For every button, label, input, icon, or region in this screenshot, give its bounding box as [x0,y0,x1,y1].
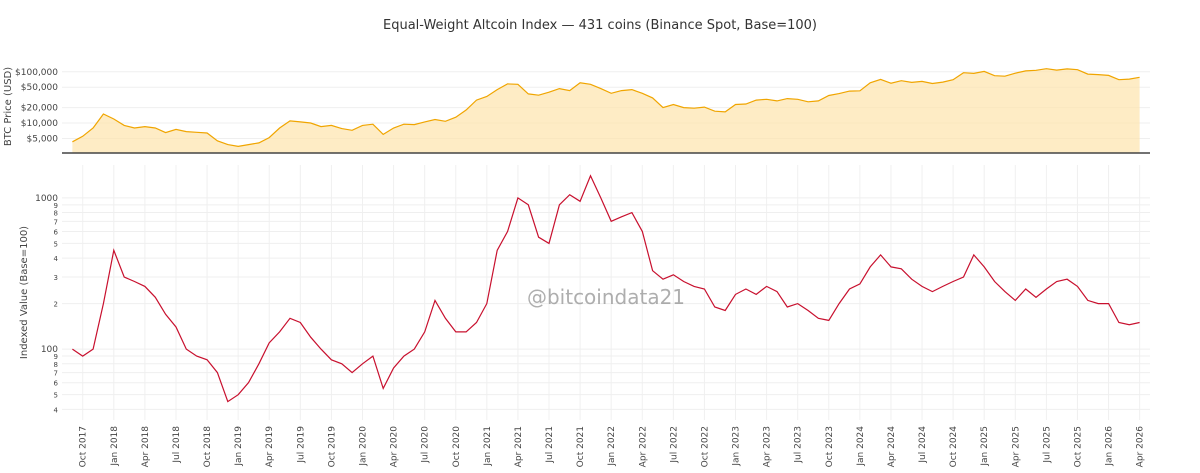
watermark: @bitcoindata21 [527,285,685,309]
x-tick-label: Jan 2018 [110,426,120,467]
y-tick-label: 3 [54,274,58,282]
x-tick-label: Jan 2023 [732,426,742,467]
x-tick-label: Jan 2019 [234,426,244,467]
y-axis-label: BTC Price (USD) [3,67,14,146]
y-tick-label: 5 [54,240,58,248]
x-tick-label: Oct 2023 [825,426,835,467]
x-tick-label: Apr 2019 [265,426,275,468]
y-tick-label: 8 [54,361,58,369]
x-tick-label: Jul 2025 [1042,426,1052,464]
x-tick-label: Oct 2017 [79,426,89,467]
x-tick-label: Jul 2019 [296,426,306,464]
x-tick-label: Jul 2018 [172,426,182,464]
y-tick-label: 6 [54,228,59,236]
x-tick-label: Oct 2018 [203,426,213,468]
x-tick-label: Jan 2021 [483,426,493,467]
area-line [72,68,1140,148]
x-tick-label: Apr 2020 [390,426,400,468]
x-tick-label: Oct 2019 [327,426,337,468]
area-fill [72,68,1140,153]
y-tick-label: $50,000 [21,83,58,93]
y-tick-label: 6 [54,380,59,388]
y-tick-label: 8 [54,210,58,218]
x-tick-label: Jan 2022 [607,426,617,467]
x-tick-label: Apr 2018 [141,426,151,468]
x-tick-label: Apr 2025 [1011,426,1021,467]
y-axis-label: Indexed Value (Base=100) [19,226,30,359]
y-tick-label: 7 [54,370,58,378]
x-tick-label: Jul 2021 [545,426,555,464]
line [72,174,1140,403]
x-tick-label: Apr 2024 [887,426,897,468]
x-tick-label: Jul 2023 [794,426,804,464]
y-tick-label: $5,000 [27,134,59,144]
y-tick-label: 1000 [35,194,58,204]
y-tick-label: 4 [54,406,59,414]
y-tick-label: 9 [54,353,58,361]
x-tick-label: Apr 2021 [514,426,524,467]
x-tick-label: Jul 2020 [421,426,431,464]
chart-title: Equal-Weight Altcoin Index — 431 coins (… [383,18,817,33]
x-tick-label: Jan 2024 [856,426,866,467]
x-tick-label: Oct 2022 [700,426,710,467]
y-tick-label: 100 [41,345,58,355]
x-tick-label: Apr 2023 [763,426,773,467]
x-tick-label: Oct 2020 [452,426,462,468]
y-tick-label: 7 [54,218,58,226]
y-tick-label: 2 [54,301,58,309]
y-tick-label: 4 [54,255,59,263]
y-tick-label: 9 [54,202,58,210]
x-tick-label: Jul 2024 [918,426,928,464]
y-tick-label: 5 [54,392,58,400]
x-tick-label: Jul 2022 [669,426,679,464]
x-tick-label: Jan 2026 [1105,426,1115,467]
x-tick-label: Apr 2022 [638,426,648,467]
y-tick-label: $10,000 [21,119,58,129]
y-tick-label: $100,000 [15,68,58,78]
x-tick-label: Jan 2020 [358,426,368,467]
x-tick-label: Oct 2025 [1073,426,1083,467]
x-tick-label: Oct 2024 [949,426,959,468]
x-tick-label: Jan 2025 [980,426,990,467]
y-tick-label: $20,000 [21,104,58,114]
x-tick-label: Oct 2021 [576,426,586,467]
x-tick-label: Apr 2026 [1136,426,1146,468]
